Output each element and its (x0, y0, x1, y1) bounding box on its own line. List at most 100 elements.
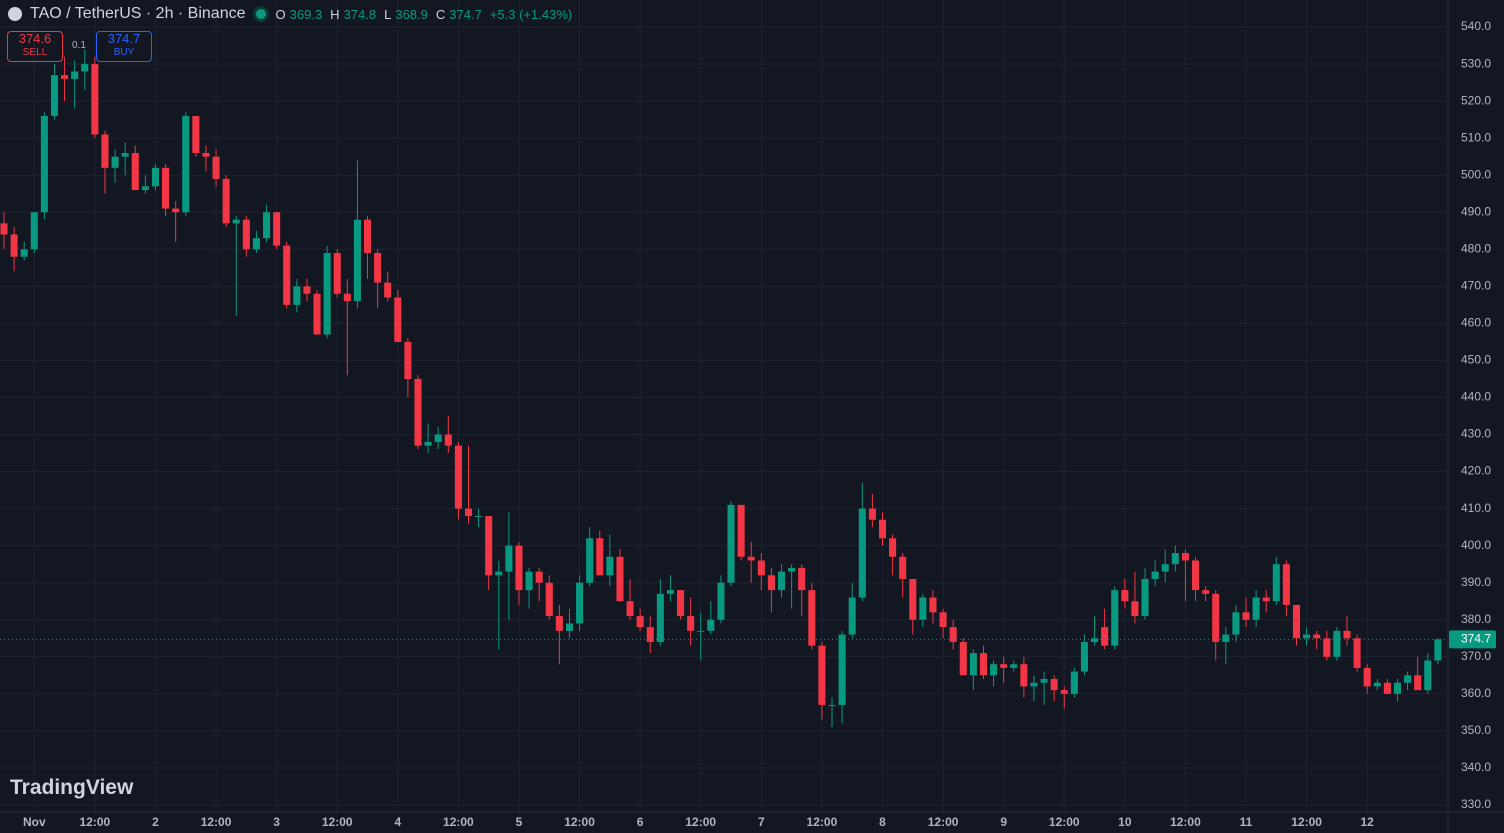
candle-body (1232, 612, 1240, 635)
candle-body (1404, 675, 1412, 683)
candle-body (111, 156, 119, 168)
change: +5.3 (+1.43%) (489, 6, 573, 22)
y-tick-label: 330.0 (1461, 797, 1491, 811)
candle-body (1222, 634, 1230, 642)
candle-body (909, 578, 917, 620)
candle-body (232, 219, 240, 224)
candle-body (1121, 590, 1129, 602)
candle-body (808, 590, 816, 646)
candle-body (61, 75, 69, 79)
x-tick-label: 9 (1000, 815, 1007, 829)
sell-button[interactable]: 374.6 SELL (7, 31, 63, 62)
candle-body (899, 556, 907, 579)
candle-body (444, 434, 452, 446)
x-tick-label: 12:00 (443, 815, 474, 829)
buy-button[interactable]: 374.7 BUY (96, 31, 152, 62)
candle-body (242, 219, 250, 250)
y-tick-label: 500.0 (1461, 167, 1491, 181)
y-tick-label: 350.0 (1461, 723, 1491, 737)
candle-body (1151, 571, 1159, 579)
candle-body (353, 219, 361, 302)
candle-body (1313, 634, 1321, 639)
candle-body (949, 627, 957, 642)
candle-body (626, 601, 634, 617)
candle-body (1343, 630, 1351, 639)
candle-body (848, 597, 856, 635)
x-tick-label: 12:00 (80, 815, 111, 829)
candle-body (131, 152, 139, 191)
candle-body (162, 167, 170, 209)
candle-body (293, 286, 301, 305)
candle-body (1323, 638, 1331, 657)
candle-body (1393, 682, 1402, 694)
y-tick-label: 380.0 (1461, 612, 1491, 626)
candle-body (1434, 639, 1442, 661)
y-tick-label: 360.0 (1461, 686, 1491, 700)
x-tick-label: 12:00 (1170, 815, 1201, 829)
candle-body (515, 545, 523, 591)
candle-body (1171, 553, 1179, 565)
symbol[interactable]: TAO / TetherUS · 2h · Binance (30, 5, 246, 22)
candle-body (343, 293, 351, 302)
candle-body (868, 508, 876, 520)
buy-price: 374.7 (107, 31, 141, 46)
y-tick-label: 420.0 (1461, 464, 1491, 478)
x-tick-label: 12:00 (201, 815, 232, 829)
candle-body (424, 441, 432, 446)
y-tick-label: 540.0 (1461, 19, 1491, 33)
x-tick-label: 12:00 (928, 815, 959, 829)
x-tick-label: 3 (273, 815, 280, 829)
candle-body (757, 560, 765, 576)
ohlc-label: O (275, 6, 286, 22)
x-tick-label: Nov (23, 815, 46, 829)
buy-label: BUY (113, 47, 135, 58)
candle-body (737, 504, 745, 557)
candle-body (404, 341, 412, 379)
x-tick-label: 7 (758, 815, 765, 829)
candle-body (1252, 597, 1260, 620)
candle-body (1262, 597, 1270, 602)
candle-body (283, 245, 291, 305)
candle-body (677, 590, 685, 617)
candle-body (71, 71, 79, 79)
candle-body (767, 575, 775, 591)
candle-body (495, 571, 503, 576)
last-price-label: 374.7 (1461, 632, 1491, 646)
candle-body (1060, 690, 1068, 694)
candle-body (40, 115, 48, 213)
candle-body (959, 641, 967, 676)
x-tick-label: 6 (637, 815, 644, 829)
candle-body (646, 627, 654, 642)
candle-body (969, 653, 977, 676)
candle-body (777, 571, 786, 591)
y-tick-label: 410.0 (1461, 501, 1491, 515)
ohlc-label: H (330, 6, 340, 22)
candle-body (1292, 604, 1301, 639)
ohlc-value: 369.3 (289, 6, 323, 22)
candle-body (606, 556, 614, 576)
x-tick-label: 12:00 (685, 815, 716, 829)
x-tick-label: 12:00 (807, 815, 838, 829)
candle-body (1333, 630, 1341, 657)
candle-body (464, 508, 473, 517)
candle-body (1040, 679, 1048, 683)
x-tick-label: 11 (1240, 815, 1253, 829)
candle-body (323, 253, 331, 335)
candle-body (788, 567, 796, 572)
candle-body (263, 212, 271, 239)
candle-body (222, 178, 230, 224)
candle-body (1181, 553, 1189, 561)
candle-body (687, 616, 695, 631)
candle-body (929, 597, 937, 613)
candle-body (919, 597, 927, 620)
candle-body (747, 556, 755, 561)
candle-body (596, 538, 604, 576)
candle-body (1353, 638, 1361, 668)
candle-body (1080, 641, 1088, 672)
candle-body (121, 152, 129, 157)
candle-body (1303, 634, 1311, 639)
candle-body (182, 115, 190, 213)
candle-body (1111, 590, 1119, 646)
candle-body (878, 519, 887, 539)
